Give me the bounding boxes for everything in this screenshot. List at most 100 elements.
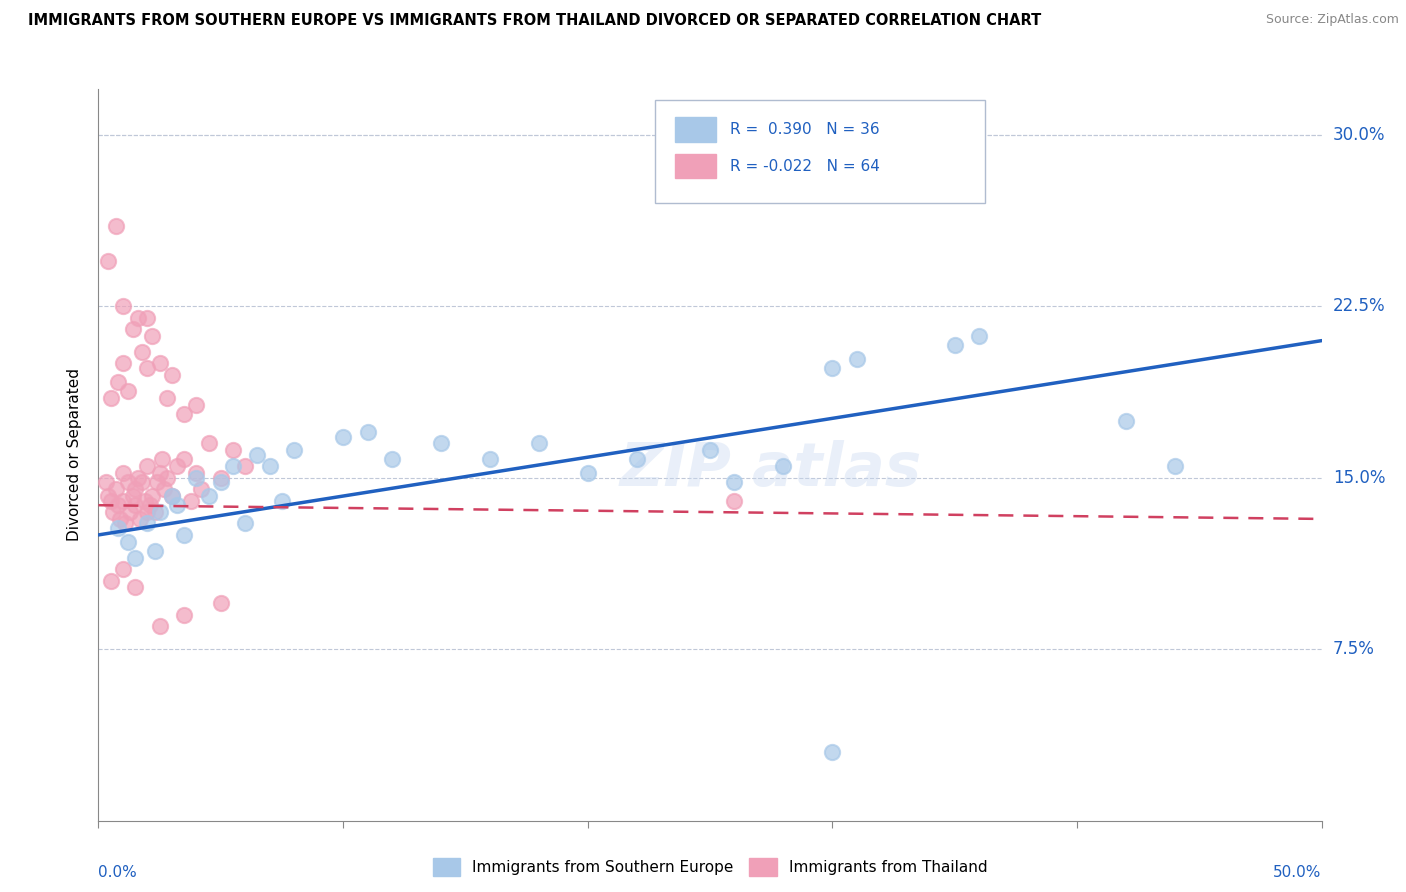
FancyBboxPatch shape [675,153,716,178]
Point [121,322,143,336]
Point [111,299,134,313]
Text: ZIP atlas: ZIP atlas [620,440,922,499]
Point [173,607,195,622]
Point [131,345,153,359]
Point [772,459,794,474]
Point [101,505,124,519]
Point [173,528,195,542]
Point [111,356,134,371]
Point [381,452,404,467]
Point [156,471,179,485]
Legend: Immigrants from Southern Europe, Immigrants from Thailand: Immigrants from Southern Europe, Immigra… [426,852,994,882]
Point [821,745,844,759]
Point [186,398,208,412]
Point [97,253,120,268]
Point [723,475,745,490]
Point [104,482,127,496]
Point [104,219,127,234]
Point [146,475,169,490]
Point [626,452,648,467]
Text: 15.0%: 15.0% [1333,469,1385,487]
Point [110,512,132,526]
Point [166,459,188,474]
Text: 0.0%: 0.0% [98,864,138,880]
Point [160,368,183,382]
Point [821,361,844,376]
Point [160,489,183,503]
Point [197,436,219,450]
Point [478,452,501,467]
Point [129,512,152,526]
Point [723,493,745,508]
Point [356,425,378,439]
Point [127,471,149,485]
Point [100,391,122,405]
Point [117,475,139,490]
Point [136,459,159,474]
Y-axis label: Divorced or Separated: Divorced or Separated [67,368,83,541]
Point [124,550,146,565]
Point [121,489,143,503]
Point [173,407,195,421]
Point [699,443,721,458]
Point [143,505,166,519]
Text: 22.5%: 22.5% [1333,297,1385,316]
Point [246,448,269,462]
Point [576,466,599,480]
Point [111,562,134,576]
Point [94,475,117,490]
Point [430,436,453,450]
Point [209,471,232,485]
Point [143,544,166,558]
Point [149,619,172,633]
Point [270,493,294,508]
Point [153,482,176,496]
Point [149,505,172,519]
Point [107,521,129,535]
Point [233,516,256,531]
Point [259,459,281,474]
FancyBboxPatch shape [675,117,716,142]
Point [1164,459,1187,474]
Point [111,466,134,480]
Point [100,493,122,508]
Point [1115,414,1137,428]
Point [222,443,245,458]
Point [156,391,179,405]
Point [107,498,129,512]
Point [967,329,990,343]
Point [166,498,188,512]
Point [141,329,163,343]
Point [136,361,159,376]
Point [209,597,232,611]
Point [527,436,550,450]
Point [124,482,146,496]
Text: 7.5%: 7.5% [1333,640,1375,658]
FancyBboxPatch shape [655,100,986,202]
Text: 50.0%: 50.0% [1274,864,1322,880]
Point [136,516,159,531]
Point [127,310,149,325]
Point [332,430,354,444]
Point [222,459,245,474]
Point [114,516,136,531]
Point [233,459,256,474]
Point [943,338,966,352]
Point [186,471,208,485]
Point [180,493,202,508]
Point [160,489,183,503]
Point [150,452,173,467]
Point [100,574,122,588]
Text: Source: ZipAtlas.com: Source: ZipAtlas.com [1265,13,1399,27]
Text: IMMIGRANTS FROM SOUTHERN EUROPE VS IMMIGRANTS FROM THAILAND DIVORCED OR SEPARATE: IMMIGRANTS FROM SOUTHERN EUROPE VS IMMIG… [28,13,1042,29]
Point [149,356,172,371]
Point [111,493,134,508]
Point [149,466,172,480]
Text: R = -0.022   N = 64: R = -0.022 N = 64 [730,159,880,174]
Point [117,534,139,549]
Point [131,475,153,490]
Point [209,475,232,490]
Point [124,581,146,595]
Point [120,505,142,519]
Point [186,466,208,480]
